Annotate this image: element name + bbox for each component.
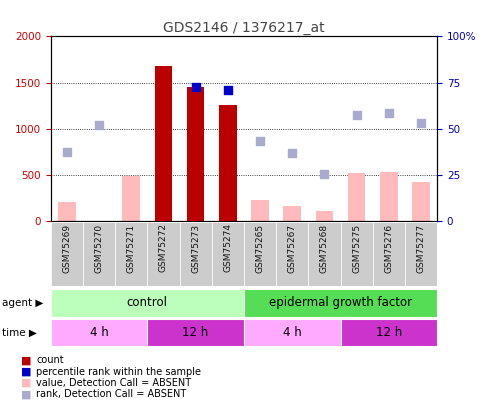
- Text: agent ▶: agent ▶: [2, 298, 44, 308]
- Bar: [308, 222, 341, 286]
- Bar: [155, 66, 172, 221]
- Point: [95, 122, 103, 128]
- Text: GSM75270: GSM75270: [95, 224, 103, 273]
- Bar: [147, 222, 180, 286]
- Bar: [244, 319, 341, 346]
- Text: GSM75271: GSM75271: [127, 224, 136, 273]
- Bar: [212, 222, 244, 286]
- Bar: [373, 222, 405, 286]
- Text: percentile rank within the sample: percentile rank within the sample: [36, 367, 201, 377]
- Bar: [147, 319, 244, 346]
- Text: ■: ■: [21, 390, 32, 399]
- Point: [256, 137, 264, 144]
- Text: ■: ■: [21, 367, 32, 377]
- Text: ■: ■: [21, 378, 32, 388]
- Text: 12 h: 12 h: [183, 326, 209, 339]
- Text: rank, Detection Call = ABSENT: rank, Detection Call = ABSENT: [36, 390, 186, 399]
- Bar: [315, 211, 333, 221]
- Bar: [380, 172, 398, 221]
- Bar: [122, 177, 140, 221]
- Bar: [58, 202, 76, 221]
- Bar: [219, 104, 237, 221]
- Bar: [187, 87, 204, 221]
- Text: value, Detection Call = ABSENT: value, Detection Call = ABSENT: [36, 378, 191, 388]
- Point: [288, 150, 296, 157]
- Bar: [115, 222, 147, 286]
- Text: GSM75269: GSM75269: [62, 224, 71, 273]
- Bar: [83, 222, 115, 286]
- Text: 12 h: 12 h: [376, 326, 402, 339]
- Point: [224, 87, 232, 93]
- Text: GSM75277: GSM75277: [416, 224, 426, 273]
- Text: 4 h: 4 h: [90, 326, 108, 339]
- Bar: [284, 206, 301, 221]
- Bar: [51, 289, 244, 317]
- Bar: [244, 222, 276, 286]
- Text: GSM75273: GSM75273: [191, 224, 200, 273]
- Text: time ▶: time ▶: [2, 328, 37, 337]
- Bar: [51, 319, 147, 346]
- Point: [321, 171, 328, 177]
- Text: GSM75276: GSM75276: [384, 224, 393, 273]
- Text: control: control: [127, 296, 168, 309]
- Text: epidermal growth factor: epidermal growth factor: [269, 296, 412, 309]
- Point: [192, 84, 199, 90]
- Bar: [348, 173, 366, 221]
- Point: [417, 120, 425, 126]
- Text: GSM75275: GSM75275: [352, 224, 361, 273]
- Text: GSM75267: GSM75267: [288, 224, 297, 273]
- Text: GSM75274: GSM75274: [223, 224, 232, 273]
- Bar: [276, 222, 308, 286]
- Text: 4 h: 4 h: [283, 326, 301, 339]
- Bar: [412, 182, 430, 221]
- Bar: [244, 289, 437, 317]
- Bar: [180, 222, 212, 286]
- Text: GSM75265: GSM75265: [256, 224, 265, 273]
- Title: GDS2146 / 1376217_at: GDS2146 / 1376217_at: [163, 21, 325, 35]
- Text: count: count: [36, 356, 64, 365]
- Bar: [251, 200, 269, 221]
- Point: [385, 110, 393, 116]
- Bar: [51, 222, 83, 286]
- Bar: [341, 319, 437, 346]
- Bar: [405, 222, 437, 286]
- Point: [63, 148, 71, 155]
- Point: [353, 111, 360, 118]
- Bar: [341, 222, 373, 286]
- Text: GSM75268: GSM75268: [320, 224, 329, 273]
- Text: GSM75272: GSM75272: [159, 224, 168, 273]
- Text: ■: ■: [21, 356, 32, 365]
